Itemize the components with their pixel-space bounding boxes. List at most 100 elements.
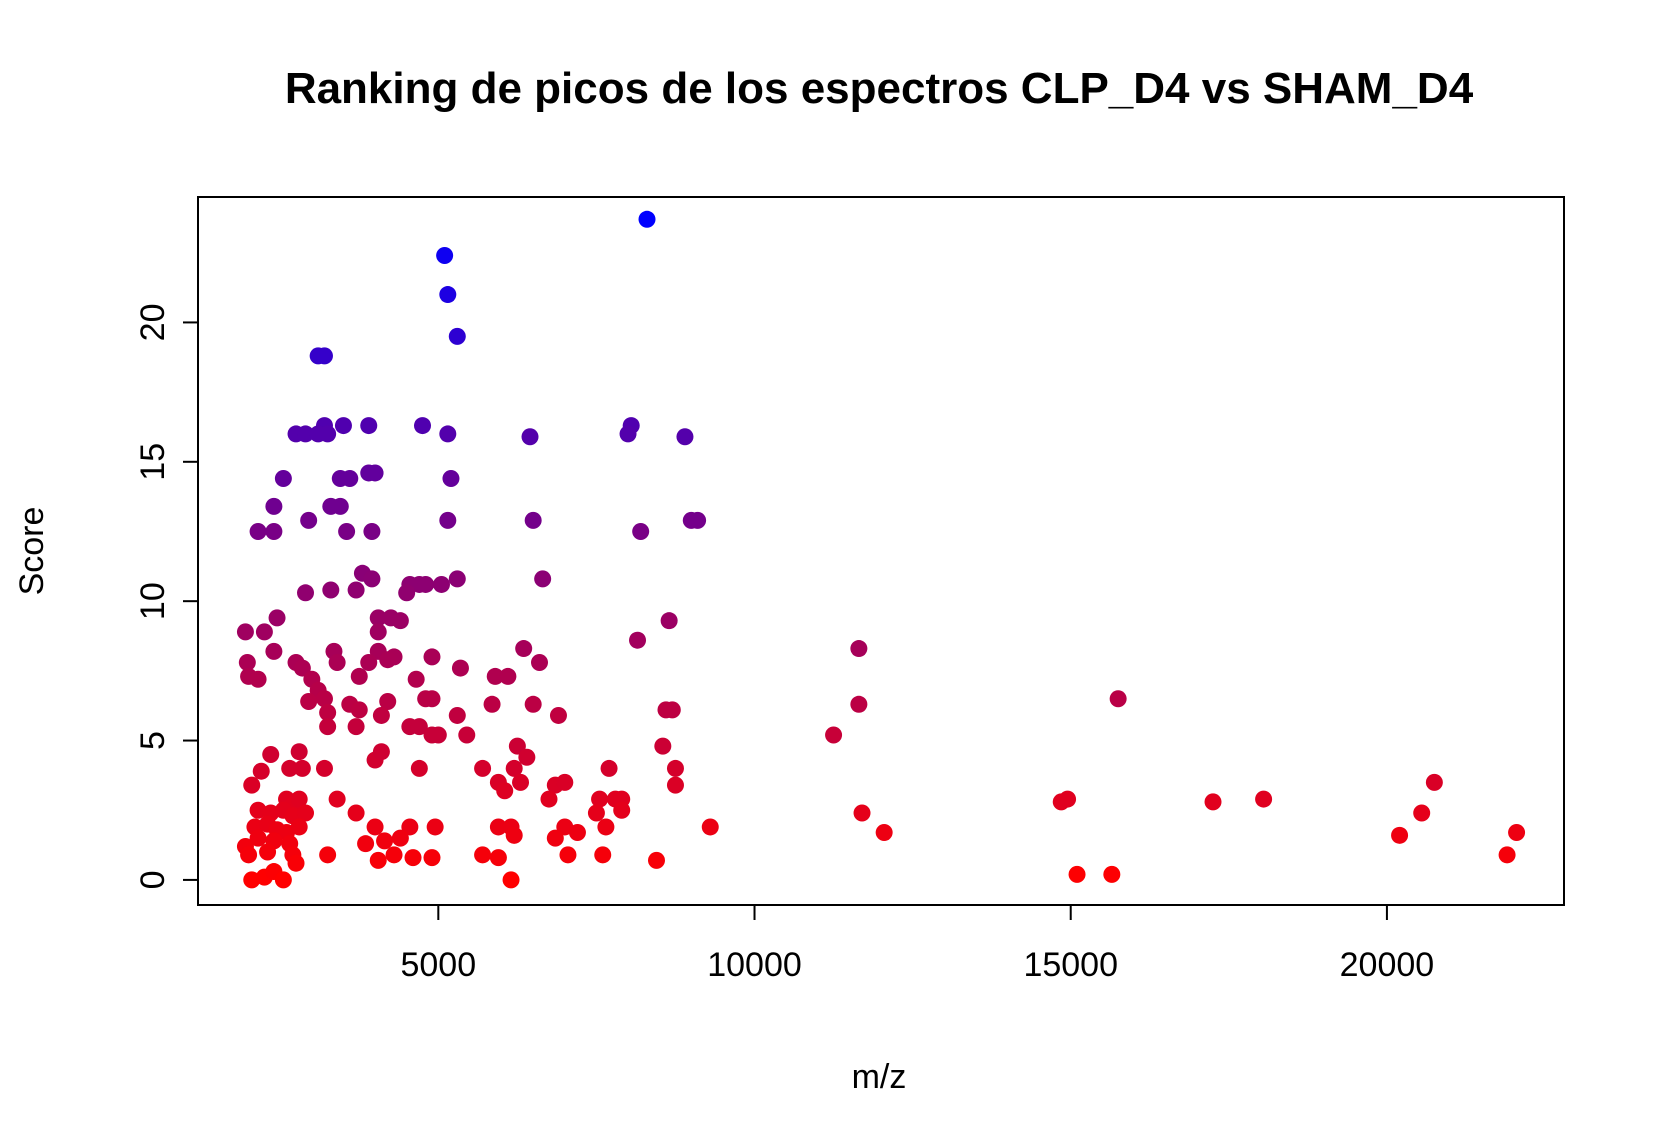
data-point (414, 417, 432, 435)
data-point (1059, 790, 1077, 808)
data-point (366, 464, 384, 482)
data-point (647, 851, 665, 869)
data-point (322, 581, 340, 599)
data-point (676, 428, 694, 446)
data-point (502, 871, 520, 889)
data-point (448, 706, 466, 724)
data-point (243, 871, 261, 889)
data-point (391, 829, 409, 847)
data-point (1498, 846, 1516, 864)
data-point (319, 704, 337, 722)
data-point (508, 737, 526, 755)
data-point (379, 651, 397, 669)
data-point (319, 718, 337, 736)
data-point (238, 653, 256, 671)
data-point (486, 667, 504, 685)
data-point (474, 759, 492, 777)
data-point (290, 790, 308, 808)
data-point (249, 670, 267, 688)
data-point (1103, 865, 1121, 883)
data-point (297, 804, 315, 822)
data-point (347, 581, 365, 599)
data-point (366, 818, 384, 836)
data-point (315, 759, 333, 777)
data-point (281, 759, 299, 777)
data-point (632, 522, 650, 540)
data-point (442, 470, 460, 488)
data-point (315, 690, 333, 708)
data-point (660, 612, 678, 630)
data-point (638, 210, 656, 228)
x-tick-label: 20000 (1340, 946, 1435, 984)
data-point (274, 470, 292, 488)
data-point (448, 327, 466, 345)
data-point (407, 670, 425, 688)
data-point (360, 653, 378, 671)
data-point (600, 759, 618, 777)
data-point (505, 759, 523, 777)
data-point (666, 759, 684, 777)
data-point (334, 417, 352, 435)
data-point (265, 497, 283, 515)
data-point (236, 623, 254, 641)
data-point (255, 623, 273, 641)
y-tick-label: 10 (134, 582, 172, 620)
data-point (338, 522, 356, 540)
data-point (531, 653, 548, 671)
data-point (357, 835, 375, 853)
data-points (236, 210, 1526, 889)
x-axis-label: m/z (852, 1058, 907, 1096)
data-point (268, 609, 286, 627)
data-point (556, 818, 574, 836)
data-point (701, 818, 719, 836)
data-point (850, 640, 868, 658)
x-tick-label: 10000 (707, 946, 802, 984)
data-point (376, 832, 394, 850)
data-point (1413, 804, 1431, 822)
data-point (350, 667, 368, 685)
data-point (423, 648, 441, 666)
data-point (613, 801, 631, 819)
data-point (524, 695, 542, 713)
x-tick-label: 5000 (400, 946, 476, 984)
data-point (401, 818, 419, 836)
data-point (369, 851, 387, 869)
data-point (265, 642, 283, 660)
data-point (549, 706, 567, 724)
data-point (300, 511, 318, 529)
data-point (663, 701, 681, 719)
data-point (448, 570, 466, 588)
data-point (398, 584, 416, 602)
data-point (363, 522, 381, 540)
x-tick-label: 15000 (1023, 946, 1118, 984)
data-point (515, 640, 533, 658)
data-point (297, 584, 315, 602)
y-tick-label: 5 (134, 731, 172, 750)
data-point (319, 425, 337, 443)
data-point (436, 247, 454, 265)
y-tick-label: 0 (134, 870, 172, 889)
y-tick-label: 20 (134, 304, 172, 342)
data-point (363, 570, 381, 588)
data-point (252, 762, 270, 780)
y-axis-ticks: 0 5 10 15 20 (134, 304, 198, 889)
data-point (410, 759, 428, 777)
data-point (360, 417, 378, 435)
data-point (474, 846, 492, 864)
y-axis-label: Score (13, 507, 51, 596)
data-point (666, 776, 684, 794)
data-point (518, 748, 536, 766)
data-point (594, 846, 612, 864)
data-point (391, 612, 409, 630)
data-point (385, 846, 403, 864)
chart-title: Ranking de picos de los espectros CLP_D4… (285, 64, 1474, 113)
data-point (597, 818, 615, 836)
data-point (489, 849, 507, 867)
data-point (1204, 793, 1222, 811)
data-point (369, 623, 387, 641)
data-point (249, 801, 267, 819)
data-point (347, 718, 365, 736)
data-point (629, 631, 647, 649)
data-point (521, 428, 539, 446)
